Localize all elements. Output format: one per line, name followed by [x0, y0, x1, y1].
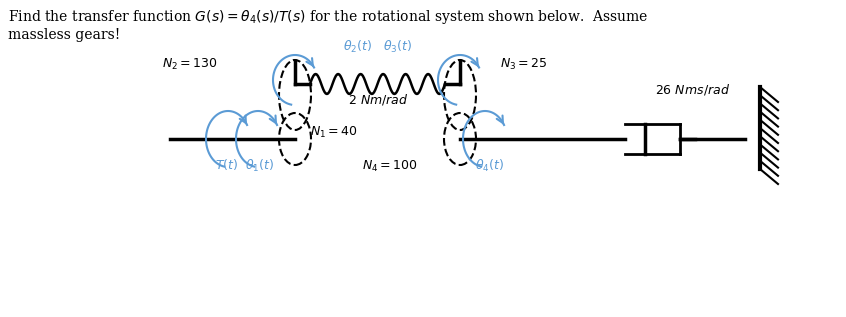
Text: Find the transfer function $G(s) = \theta_4(s)/T(s)$ for the rotational system s: Find the transfer function $G(s) = \thet… — [8, 8, 648, 26]
Text: $\theta_4(t)$: $\theta_4(t)$ — [475, 158, 504, 174]
Text: $N_3 = 25$: $N_3 = 25$ — [500, 57, 547, 72]
Text: $2\ Nm/rad$: $2\ Nm/rad$ — [348, 92, 409, 107]
Text: $T(t)$  $\theta_1(t)$: $T(t)$ $\theta_1(t)$ — [215, 158, 275, 174]
Text: $N_2 = 130$: $N_2 = 130$ — [162, 57, 217, 72]
Text: $N_4 = 100$: $N_4 = 100$ — [362, 159, 418, 174]
Text: massless gears!: massless gears! — [8, 28, 120, 42]
Text: $\theta_2(t)$   $\theta_3(t)$: $\theta_2(t)$ $\theta_3(t)$ — [343, 39, 413, 55]
Text: $N_1 = 40$: $N_1 = 40$ — [310, 125, 358, 139]
Text: $26\ Nms/rad$: $26\ Nms/rad$ — [655, 82, 729, 97]
